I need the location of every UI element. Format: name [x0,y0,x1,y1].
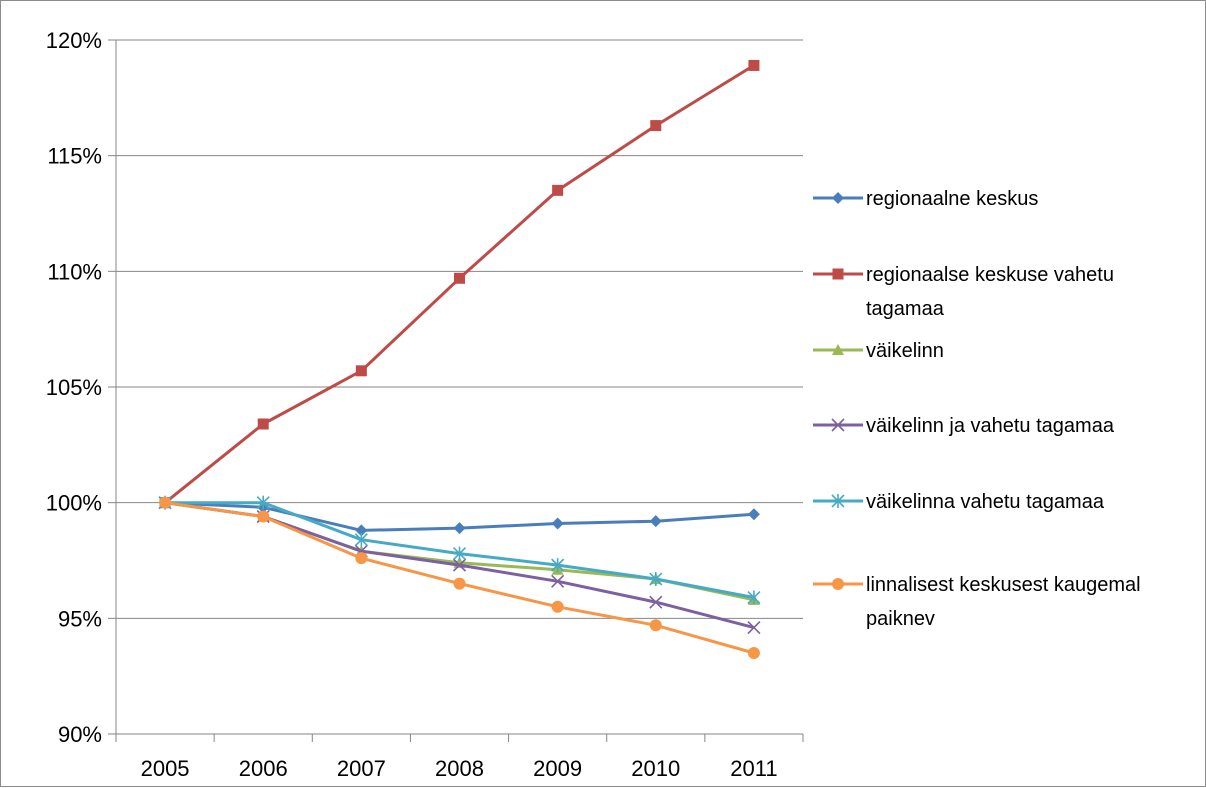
data-point [453,577,466,590]
data-point [551,574,565,588]
data-point [551,558,565,573]
data-point [355,552,368,565]
y-tick-label: 105% [46,375,102,400]
marker-stroke [747,621,761,635]
series-5 [159,496,760,660]
legend-swatch-marker [831,494,845,508]
marker-stroke [831,418,845,432]
y-tick-label: 95% [58,606,102,631]
x-tick-label: 2010 [631,756,680,781]
y-tick-label: 90% [58,722,102,747]
data-point [453,522,466,535]
data-point [256,495,270,510]
legend-label: regionaalne keskus [866,188,1038,210]
data-point [551,600,564,613]
data-point [551,517,564,530]
data-point [355,524,368,537]
legend-label: väikelinna vahetu tagamaa [866,491,1105,513]
y-tick-label: 110% [47,259,102,284]
gridlines [116,39,803,735]
data-point [452,558,467,572]
x-tick-label: 2011 [730,756,777,781]
data-point [649,572,663,587]
legend-label: regionaalse keskuse vahetu tagamaa [866,264,1114,320]
legend-item: väikelinn [813,340,944,362]
data-point [747,621,761,635]
data-point [649,515,662,528]
data-point [747,590,761,605]
data-point [355,365,367,377]
marker-stroke [551,574,565,588]
data-point [159,496,172,509]
data-point [650,120,662,132]
axes: 90% 95% 100% 105% 110% 115% 120% 2005 2006 2007 20… [46,28,804,781]
data-point [649,619,662,632]
series-3 [158,496,761,635]
legend-item: väikelinn ja vahetu tagamaa [813,415,1115,437]
legend-swatch-marker [832,192,844,204]
series-1 [159,59,760,509]
series-lines [158,59,761,660]
data-point [747,647,760,660]
data-point [747,508,760,521]
legend-label: väikelinn ja vahetu tagamaa [866,415,1115,437]
legend-swatch-marker [832,578,844,590]
data-point [257,510,270,523]
x-tick-label: 2008 [435,756,484,781]
legend: regionaalne keskus regionaalse keskuse va… [813,188,1141,630]
y-tick-label: 100% [46,491,102,516]
marker-stroke [649,595,663,609]
data-point [748,59,760,71]
data-point [452,546,467,561]
x-tick-label: 2006 [239,756,288,781]
legend-label: väikelinn [866,340,944,362]
y-tick-label: 120% [46,28,102,53]
legend-item: regionaalse keskuse vahetu tagamaa [813,264,1114,320]
y-tick-label: 115% [47,144,102,169]
legend-swatch-marker [831,418,845,432]
data-point [552,184,564,196]
x-tick-label: 2005 [141,756,190,781]
legend-item: väikelinna vahetu tagamaa [813,491,1105,513]
x-tick-label: 2007 [337,756,386,781]
data-point [454,272,465,284]
legend-item: linnalisest keskusest kaugemal paiknev [813,574,1141,630]
legend-item: regionaalne keskus [813,188,1038,210]
x-tick-label: 2009 [533,756,582,781]
series-line [164,64,755,504]
data-point [354,532,368,547]
data-point [649,595,663,609]
data-point [257,418,269,430]
legend-label: linnalisest keskusest kaugemal paiknev [866,574,1141,630]
marker-stroke [452,558,467,572]
legend-swatch-marker [832,344,844,355]
legend-swatch-marker [832,268,844,280]
